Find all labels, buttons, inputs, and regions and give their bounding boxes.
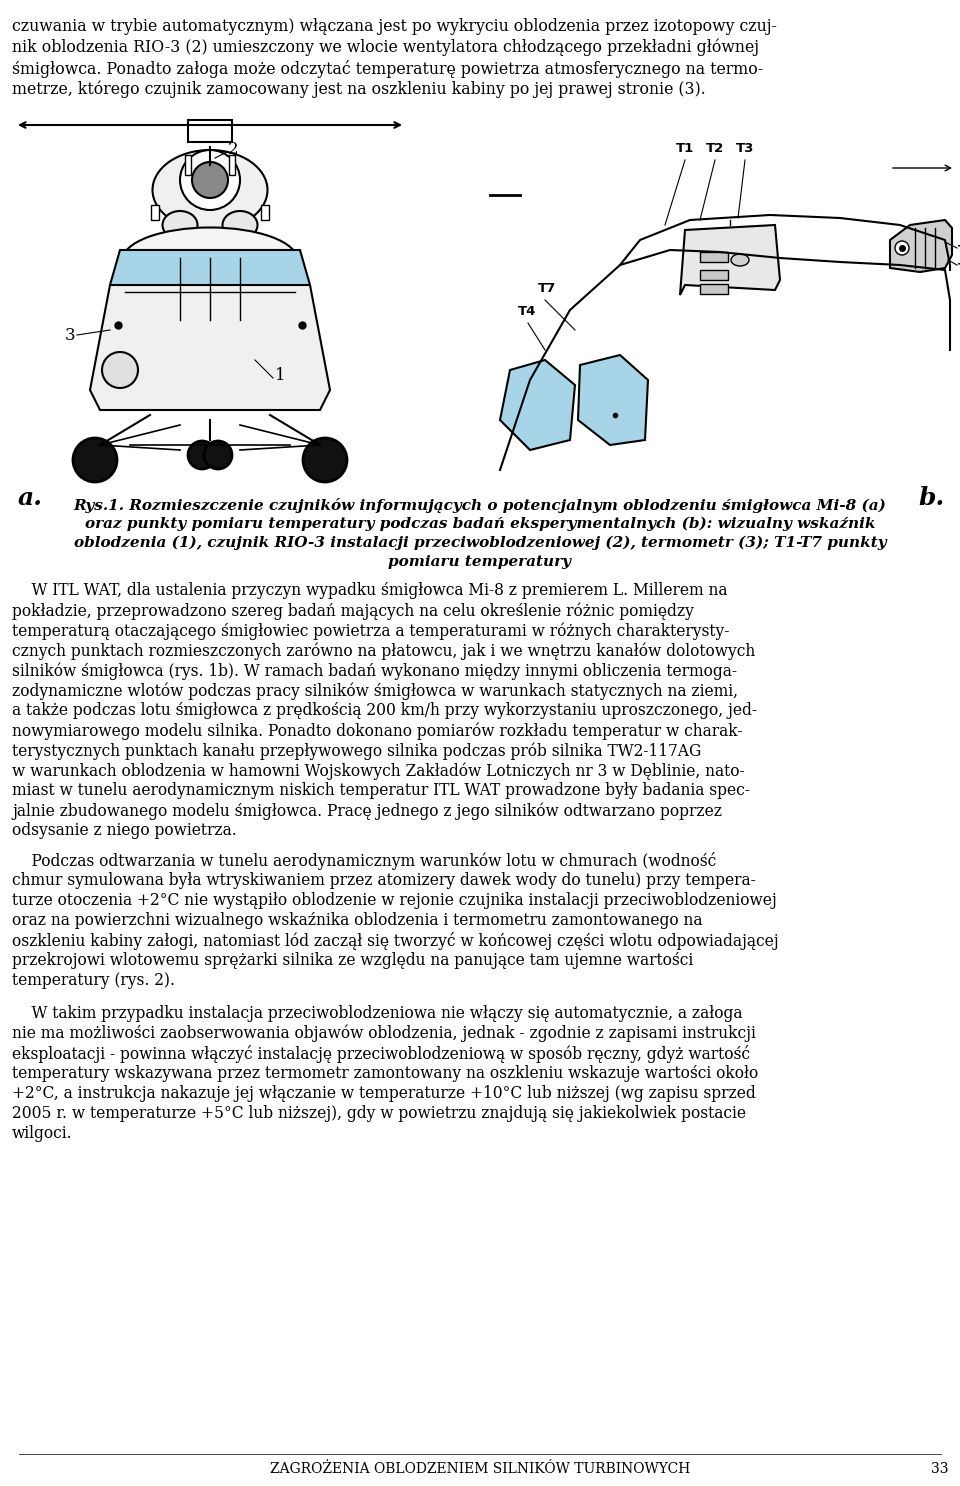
Text: chmur symulowana była wtryskiwaniem przez atomizery dawek wody do tunelu) przy t: chmur symulowana była wtryskiwaniem prze… — [12, 872, 756, 889]
Text: T4: T4 — [518, 305, 537, 318]
Text: a.: a. — [18, 486, 43, 510]
Text: metrze, którego czujnik zamocowany jest na oszkleniu kabiny po jej prawej stroni: metrze, którego czujnik zamocowany jest … — [12, 82, 706, 98]
Text: śmigłowca. Ponadto załoga może odczytać temperaturę powietrza atmosferycznego na: śmigłowca. Ponadto załoga może odczytać … — [12, 59, 763, 77]
Ellipse shape — [153, 150, 268, 230]
Text: T6: T6 — [958, 244, 960, 257]
Ellipse shape — [731, 254, 749, 266]
Bar — [229, 155, 235, 175]
Circle shape — [102, 352, 138, 388]
Polygon shape — [578, 355, 648, 444]
Text: nik oblodzenia RIO-3 (2) umieszczony we wlocie wentylatora chłodzącego przekładn: nik oblodzenia RIO-3 (2) umieszczony we … — [12, 39, 759, 56]
Polygon shape — [500, 360, 575, 450]
Text: T1: T1 — [676, 143, 694, 155]
Circle shape — [204, 441, 232, 470]
Circle shape — [180, 150, 240, 210]
Text: w warunkach oblodzenia w hamowni Wojskowych Zakładów Lotniczych nr 3 w Dęblinie,: w warunkach oblodzenia w hamowni Wojskow… — [12, 762, 745, 780]
Text: 33: 33 — [930, 1462, 948, 1476]
Text: pomiaru temperatury: pomiaru temperatury — [389, 554, 571, 569]
Ellipse shape — [223, 211, 257, 239]
Bar — [151, 205, 159, 220]
Bar — [188, 120, 232, 143]
Text: ZAGROŻENIA OBLODZENIEM SILNIKÓW TURBINOWYCH: ZAGROŻENIA OBLODZENIEM SILNIKÓW TURBINOW… — [270, 1462, 690, 1476]
Text: oszkleniu kabiny załogi, natomiast lód zaczął się tworzyć w końcowej części wlot: oszkleniu kabiny załogi, natomiast lód z… — [12, 932, 779, 950]
Text: b.: b. — [919, 486, 945, 510]
Ellipse shape — [123, 227, 298, 293]
Text: oblodzenia (1), czujnik RIO-3 instalacji przeciwoblodzeniowej (2), termometr (3): oblodzenia (1), czujnik RIO-3 instalacji… — [74, 536, 886, 550]
Text: temperaturą otaczającego śmigłowiec powietrza a temperaturami w różnych charakte: temperaturą otaczającego śmigłowiec powi… — [12, 623, 730, 639]
Polygon shape — [890, 220, 952, 272]
Text: T2: T2 — [706, 143, 724, 155]
Text: pokładzie, przeprowadzono szereg badań mających na celu określenie różnic pomięd: pokładzie, przeprowadzono szereg badań m… — [12, 602, 694, 620]
Text: 2: 2 — [228, 141, 239, 159]
Polygon shape — [90, 285, 330, 410]
Polygon shape — [110, 250, 310, 325]
Text: odsysanie z niego powietrza.: odsysanie z niego powietrza. — [12, 822, 237, 840]
Text: +2°C, a instrukcja nakazuje jej włączanie w temperaturze +10°C lub niższej (wg z: +2°C, a instrukcja nakazuje jej włączani… — [12, 1085, 756, 1103]
Text: oraz punkty pomiaru temperatury podczas badań eksperymentalnych (b): wizualny ws: oraz punkty pomiaru temperatury podczas … — [84, 517, 876, 532]
Text: silników śmigłowca (rys. 1b). W ramach badań wykonano między innymi obliczenia t: silników śmigłowca (rys. 1b). W ramach b… — [12, 661, 737, 679]
Text: 3: 3 — [64, 327, 75, 343]
Text: terystycznych punktach kanału przepływowego silnika podczas prób silnika TW2-117: terystycznych punktach kanału przepływow… — [12, 742, 702, 759]
Text: T7: T7 — [538, 282, 556, 296]
Circle shape — [188, 441, 216, 470]
Circle shape — [895, 241, 909, 256]
Text: turze otoczenia +2°C nie wystąpiło oblodzenie w rejonie czujnika instalacji prze: turze otoczenia +2°C nie wystąpiło oblod… — [12, 892, 777, 909]
Text: temperatury wskazywana przez termometr zamontowany na oszkleniu wskazuje wartośc: temperatury wskazywana przez termometr z… — [12, 1065, 758, 1082]
Text: Rys.1. Rozmieszczenie czujników informujących o potencjalnym oblodzeniu śmigłowc: Rys.1. Rozmieszczenie czujników informuj… — [74, 498, 886, 513]
Bar — [261, 205, 269, 220]
Text: nowymiarowego modelu silnika. Ponadto dokonano pomiarów rozkładu temperatur w ch: nowymiarowego modelu silnika. Ponadto do… — [12, 722, 742, 740]
Text: wilgoci.: wilgoci. — [12, 1125, 73, 1143]
Text: 2005 r. w temperaturze +5°C lub niższej), gdy w powietrzu znajdują się jakiekolw: 2005 r. w temperaturze +5°C lub niższej)… — [12, 1106, 746, 1122]
Text: oraz na powierzchni wizualnego wskaźnika oblodzenia i termometru zamontowanego n: oraz na powierzchni wizualnego wskaźnika… — [12, 912, 703, 929]
Text: temperatury (rys. 2).: temperatury (rys. 2). — [12, 972, 175, 990]
Text: przekrojowi wlotowemu sprężarki silnika ze względu na panujące tam ujemne wartoś: przekrojowi wlotowemu sprężarki silnika … — [12, 953, 693, 969]
Circle shape — [73, 438, 117, 481]
Bar — [185, 155, 191, 175]
Circle shape — [303, 438, 347, 481]
Text: miast w tunelu aerodynamicznym niskich temperatur ITL WAT prowadzone były badani: miast w tunelu aerodynamicznym niskich t… — [12, 782, 750, 799]
Text: T5: T5 — [958, 262, 960, 275]
Circle shape — [192, 162, 228, 198]
Text: W takim przypadku instalacja przeciwoblodzeniowa nie włączy się automatycznie, a: W takim przypadku instalacja przeciwoblo… — [12, 1005, 742, 1022]
Bar — [700, 270, 728, 279]
Text: Podczas odtwarzania w tunelu aerodynamicznym warunków lotu w chmurach (wodność: Podczas odtwarzania w tunelu aerodynamic… — [12, 851, 716, 869]
Bar — [700, 284, 728, 294]
Text: T3: T3 — [735, 143, 755, 155]
Text: W ITL WAT, dla ustalenia przyczyn wypadku śmigłowca Mi-8 z premierem L. Millerem: W ITL WAT, dla ustalenia przyczyn wypadk… — [12, 583, 728, 599]
Text: czuwania w trybie automatycznym) włączana jest po wykryciu oblodzenia przez izot: czuwania w trybie automatycznym) włączan… — [12, 18, 777, 36]
Ellipse shape — [162, 211, 198, 239]
Text: jalnie zbudowanego modelu śmigłowca. Pracę jednego z jego silników odtwarzano po: jalnie zbudowanego modelu śmigłowca. Pra… — [12, 802, 722, 819]
Text: a także podczas lotu śmigłowca z prędkością 200 km/h przy wykorzystaniu uproszcz: a także podczas lotu śmigłowca z prędkoś… — [12, 701, 757, 719]
Polygon shape — [680, 224, 780, 296]
Bar — [700, 253, 728, 262]
Text: nie ma możliwości zaobserwowania objawów oblodzenia, jednak - zgodnie z zapisami: nie ma możliwości zaobserwowania objawów… — [12, 1025, 756, 1043]
Text: cznych punktach rozmieszczonych zarówno na płatowcu, jak i we wnętrzu kanałów do: cznych punktach rozmieszczonych zarówno … — [12, 642, 756, 660]
Text: eksploatacji - powinna włączyć instalację przeciwoblodzeniową w sposób ręczny, g: eksploatacji - powinna włączyć instalacj… — [12, 1045, 750, 1062]
Text: 1: 1 — [275, 367, 286, 383]
Text: zodynamiczne wlotów podczas pracy silników śmigłowca w warunkach statycznych na : zodynamiczne wlotów podczas pracy silnik… — [12, 682, 738, 700]
